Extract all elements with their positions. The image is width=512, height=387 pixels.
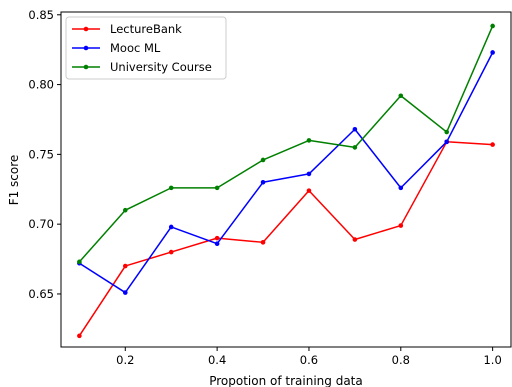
data-point-mooc-ml (444, 139, 450, 145)
data-point-university-course (260, 157, 266, 163)
legend-marker-university-course (83, 64, 89, 70)
data-point-university-course (444, 129, 450, 135)
data-point-mooc-ml (168, 224, 174, 230)
y-tick-label: 0.85 (28, 8, 54, 22)
x-axis: 0.2 0.4 0.6 0.8 1.0 (116, 347, 502, 367)
x-tick-label: 0.6 (300, 353, 318, 367)
data-point-mooc-ml (490, 50, 495, 55)
data-point-lecturebank (490, 142, 495, 147)
data-point-mooc-ml (122, 290, 128, 295)
x-tick-label: 1.0 (483, 353, 501, 367)
x-axis-label: Propotion of training data (209, 374, 363, 387)
series-layer (77, 23, 495, 339)
x-tick-label: 0.2 (116, 353, 134, 367)
legend-label-university-course: University Course (110, 60, 212, 74)
data-point-lecturebank (398, 223, 404, 228)
y-axis: 0.65 0.70 0.75 0.80 0.85 (28, 8, 61, 301)
data-point-mooc-ml (398, 185, 404, 191)
data-point-university-course (306, 138, 312, 143)
data-point-lecturebank (122, 263, 128, 269)
series-line-university-course (78, 25, 494, 263)
data-point-lecturebank (77, 333, 82, 339)
legend-marker-mooc-ml (83, 45, 89, 51)
data-point-lecturebank (260, 240, 266, 245)
data-point-mooc-ml (260, 179, 266, 185)
y-axis-label: F1 score (7, 155, 21, 206)
data-point-university-course (398, 93, 404, 99)
x-tick-label: 0.8 (392, 353, 410, 367)
data-point-mooc-ml (214, 241, 220, 247)
plot-frame (60, 11, 512, 348)
data-point-university-course (168, 185, 174, 191)
y-tick-label: 0.70 (28, 217, 54, 231)
y-tick-label: 0.75 (28, 147, 54, 161)
data-point-mooc-ml (306, 171, 312, 177)
data-point-lecturebank (214, 235, 220, 241)
data-point-university-course (214, 185, 220, 191)
series-line-lecturebank (78, 141, 493, 337)
x-tick-label: 0.4 (208, 353, 226, 367)
series-line-mooc-ml (78, 52, 494, 294)
data-point-university-course (77, 259, 82, 265)
data-point-mooc-ml (352, 126, 358, 132)
legend-box (65, 16, 227, 80)
legend-marker-lecturebank (83, 26, 89, 32)
data-point-university-course (352, 145, 358, 150)
data-point-lecturebank (352, 237, 358, 242)
data-point-lecturebank (306, 188, 312, 193)
legend-label-lecturebank: LectureBank (110, 22, 182, 36)
data-point-lecturebank (168, 249, 174, 255)
y-tick-label: 0.80 (28, 78, 54, 92)
y-tick-label: 0.65 (28, 287, 54, 301)
data-point-university-course (122, 207, 128, 213)
data-point-university-course (490, 23, 495, 29)
legend-label-mooc-ml: Mooc ML (110, 41, 161, 55)
legend: LectureBank Mooc ML University Course (65, 16, 227, 80)
